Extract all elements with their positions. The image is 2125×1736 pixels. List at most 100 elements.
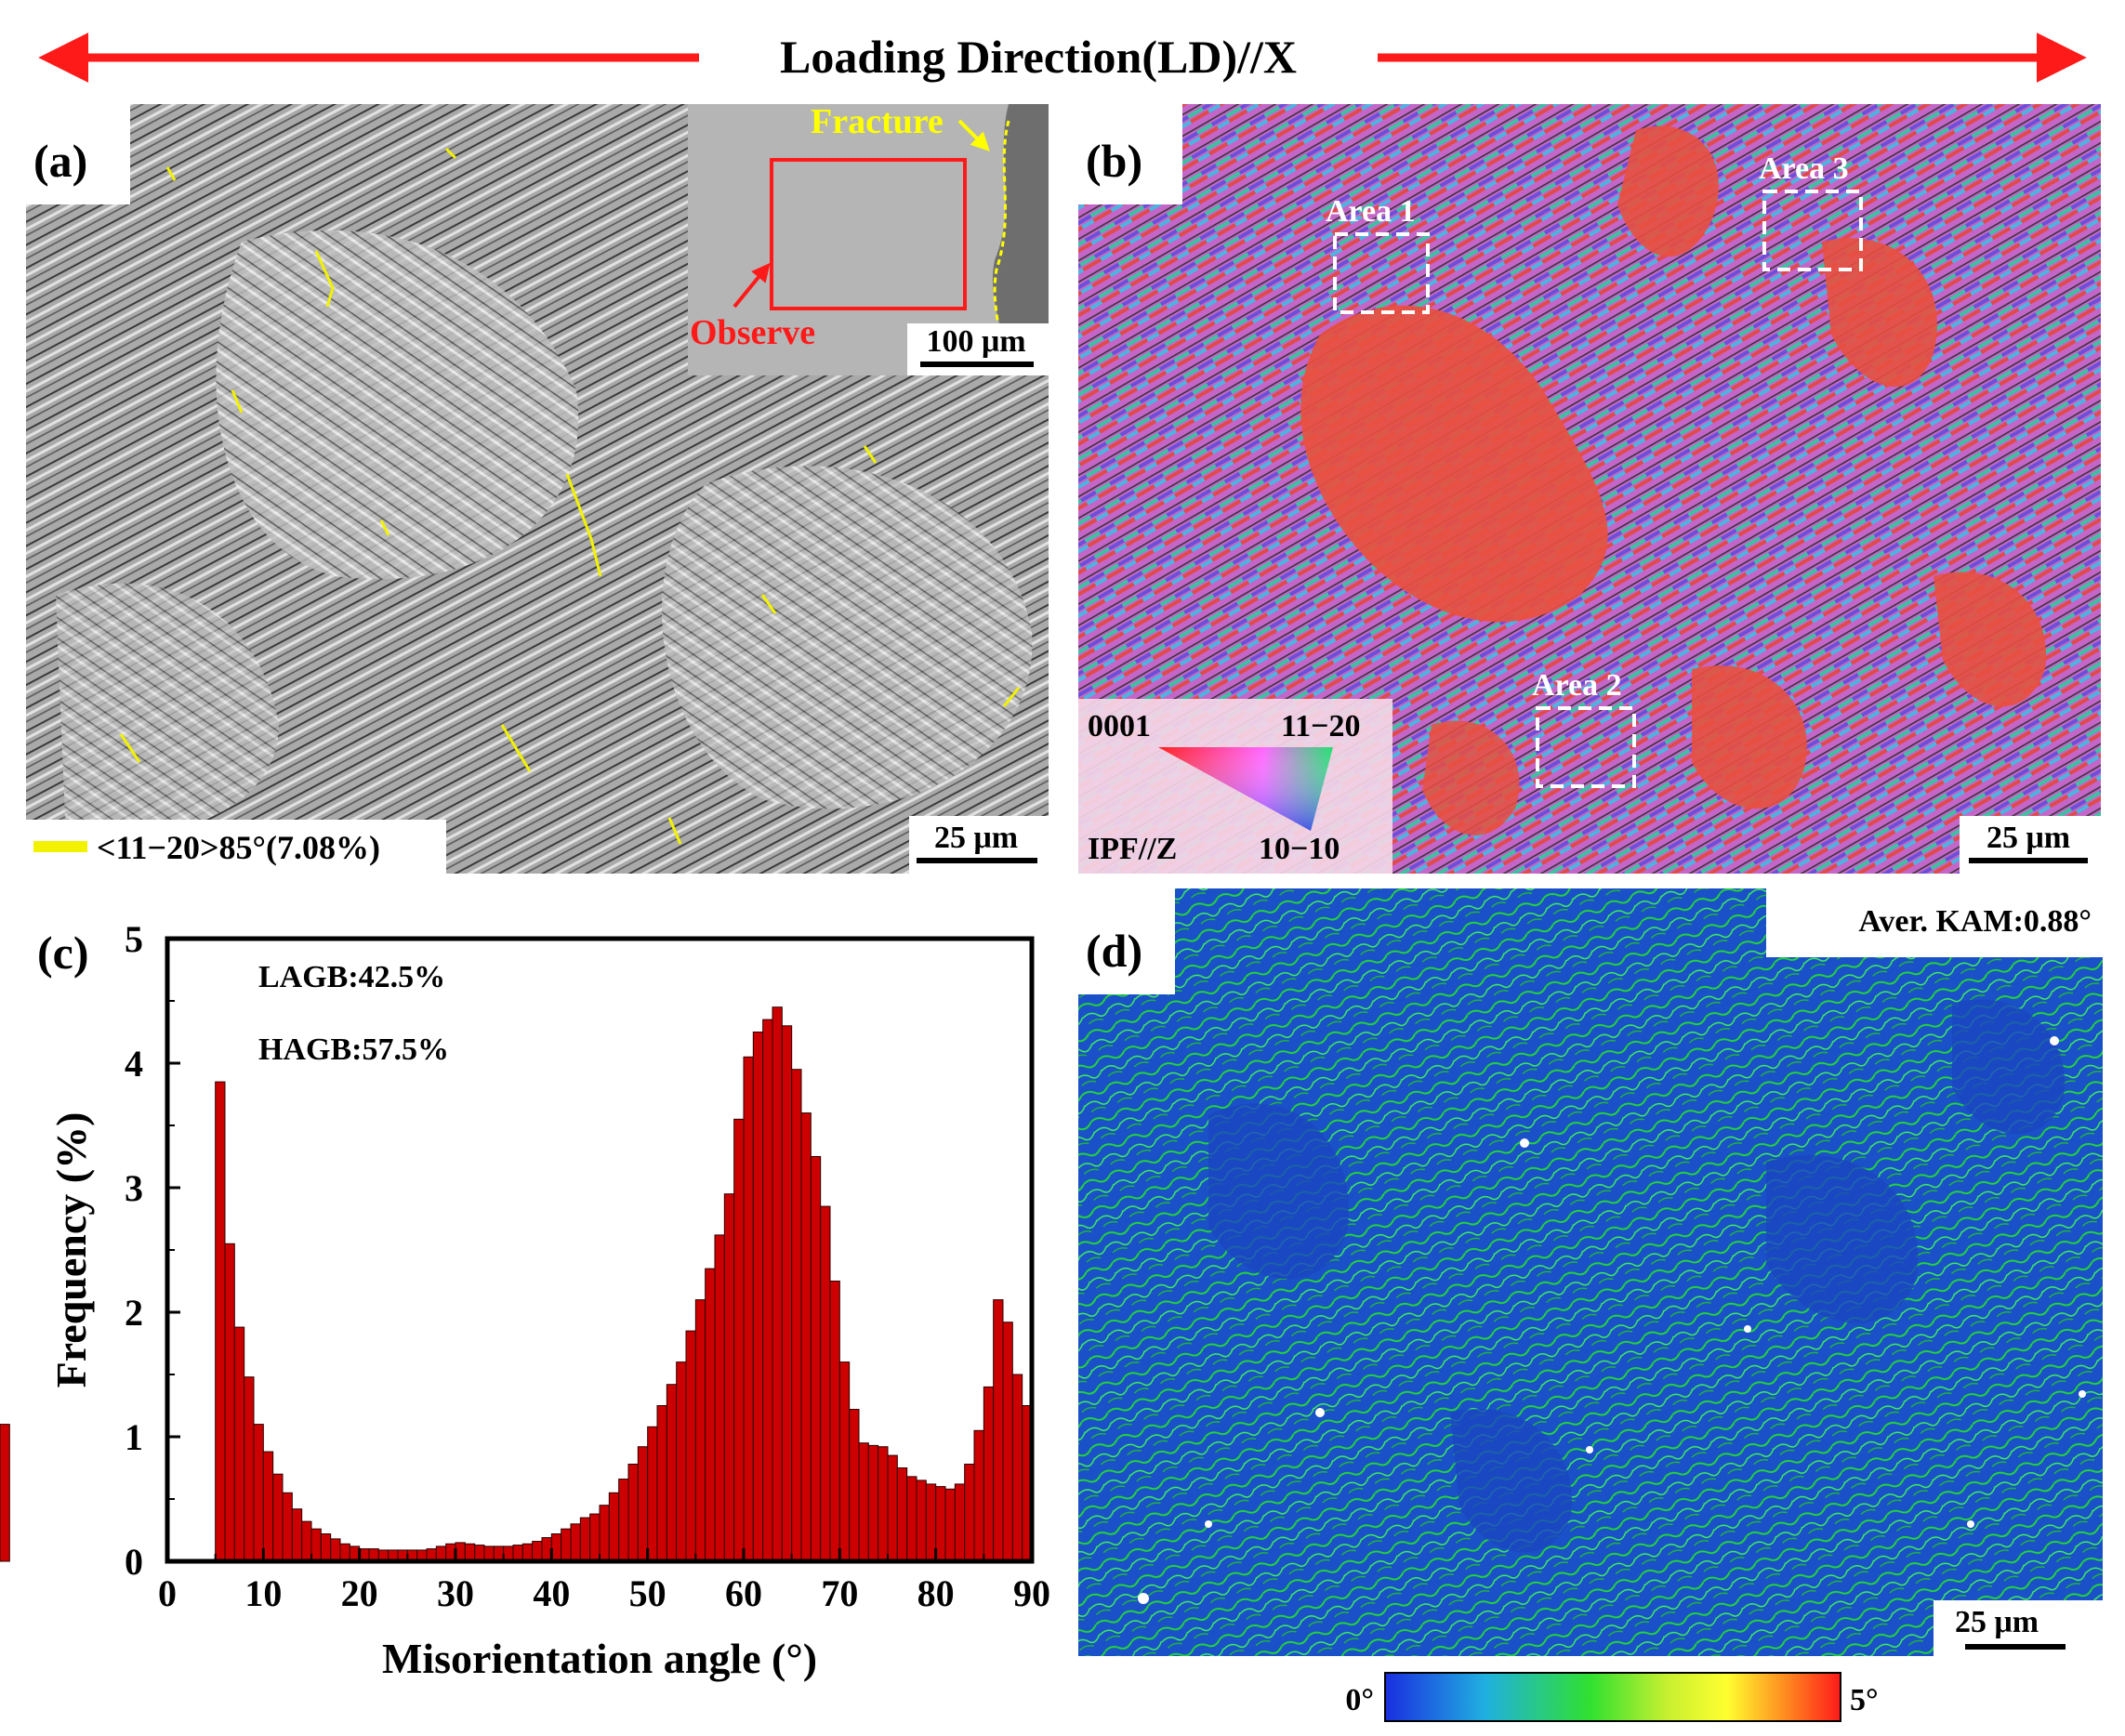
y-axis-label: Frequency (%) xyxy=(47,1112,95,1388)
panel-b-label: (b) xyxy=(1086,135,1142,187)
histogram-bar xyxy=(800,1112,812,1562)
kam-high-spots xyxy=(1138,926,2086,1604)
histogram-bar xyxy=(224,1243,235,1562)
histogram-bar xyxy=(599,1505,610,1562)
histogram-bar xyxy=(714,1234,725,1562)
histogram-bar xyxy=(705,1268,716,1562)
panel-a-scale-label: 25 μm xyxy=(934,821,1018,855)
histogram-bar xyxy=(820,1205,831,1562)
ipf-key-ipf-z: IPF//Z xyxy=(1088,832,1177,866)
kam-low-region xyxy=(1766,1154,1919,1323)
histogram-bar xyxy=(887,1454,898,1562)
x-tick-label: 80 xyxy=(917,1572,955,1614)
histogram-bar xyxy=(656,1405,667,1562)
area-1-label: Area 1 xyxy=(1326,194,1416,229)
x-tick-label: 90 xyxy=(1013,1572,1050,1614)
histogram-bar xyxy=(954,1483,966,1562)
y-tick-label: 3 xyxy=(125,1167,143,1209)
lagb-annotation: LAGB:42.5% xyxy=(258,960,445,994)
histogram-bar xyxy=(781,1025,793,1562)
histogram-bar xyxy=(647,1426,658,1562)
histogram-bar xyxy=(445,1543,456,1562)
histogram-bar xyxy=(262,1451,274,1562)
histogram-bar xyxy=(1002,1322,1013,1562)
panel-a-grain-region xyxy=(662,466,1033,809)
histogram-bar xyxy=(916,1480,927,1562)
histogram-bar xyxy=(849,1409,860,1562)
panel-b-scale-bg xyxy=(1960,816,2101,874)
histogram-bar xyxy=(532,1541,543,1562)
observe-region xyxy=(770,158,967,310)
histogram-bar xyxy=(964,1463,975,1562)
kam-low-region xyxy=(1208,1103,1349,1280)
x-tick-label: 30 xyxy=(437,1572,474,1614)
area-2-label: Area 2 xyxy=(1532,668,1622,703)
histogram-bar xyxy=(282,1492,293,1562)
panel-a-legend-bg xyxy=(26,820,446,874)
ipf-key-10-10: 10−10 xyxy=(1259,832,1340,866)
twin-boundary-markers xyxy=(119,147,1021,845)
area-3-box: Area 3 xyxy=(1759,151,1863,271)
y-tick-label: 4 xyxy=(125,1043,143,1085)
histogram-bar xyxy=(973,1429,984,1562)
kam-low-region xyxy=(1952,999,2066,1135)
inset-scale-label: 100 μm xyxy=(926,324,1025,359)
panel-d-kam-map xyxy=(1078,888,2103,1656)
histogram-bar xyxy=(878,1446,889,1562)
x-tick-label: 40 xyxy=(533,1572,570,1614)
x-tick-label: 60 xyxy=(725,1572,762,1614)
histogram-bar xyxy=(829,1281,840,1562)
histogram-bar xyxy=(589,1513,601,1562)
histogram-bar xyxy=(618,1479,629,1562)
hagb-annotation: HAGB:57.5% xyxy=(258,1032,449,1067)
histogram-bar xyxy=(570,1523,581,1562)
histogram-bar xyxy=(0,1424,10,1562)
histogram-bar xyxy=(944,1488,956,1562)
histogram-bar xyxy=(867,1444,879,1562)
ipf-key-0001: 0001 xyxy=(1088,709,1151,743)
histogram-bar xyxy=(752,1032,764,1562)
y-tick-label: 5 xyxy=(125,918,143,960)
panel-b-label-bg xyxy=(1078,104,1182,204)
histogram-bar xyxy=(666,1384,678,1562)
panel-b-scale-label: 25 μm xyxy=(1986,821,2070,855)
header-text: Loading Direction(LD)//X xyxy=(780,31,1297,83)
histogram-bar xyxy=(1011,1374,1023,1562)
histogram-bar xyxy=(838,1361,851,1562)
panel-d-scale-label: 25 μm xyxy=(1955,1605,2039,1639)
area-1-box: Area 1 xyxy=(1326,194,1430,314)
y-tick-label: 0 xyxy=(125,1541,143,1583)
histogram-bar xyxy=(685,1330,696,1562)
histogram-bar xyxy=(743,1056,754,1562)
panel-c-label: (c) xyxy=(37,927,89,979)
y-tick-label: 2 xyxy=(125,1292,143,1334)
histogram-bar xyxy=(983,1386,995,1562)
histogram-bar xyxy=(474,1545,485,1562)
histogram-bar xyxy=(215,1081,226,1562)
histogram-bar xyxy=(772,1006,783,1562)
red-grain-region xyxy=(1934,572,2047,707)
observe-label: Observe xyxy=(690,313,815,352)
histogram-bar xyxy=(455,1542,466,1562)
histogram-bar xyxy=(810,1156,822,1562)
misorientation-histogram: 0 10 20 30 40 50 60 70 80 90 0 1 2 3 4 5 Misorientation … xyxy=(0,918,1050,1682)
histogram-bar xyxy=(330,1538,341,1562)
histogram-bar xyxy=(723,1193,735,1562)
panel-a-grain-region xyxy=(216,230,579,580)
histogram-bar xyxy=(541,1537,552,1562)
histogram-bar xyxy=(253,1424,264,1562)
red-grain-region xyxy=(1822,238,1937,388)
x-tick-label: 10 xyxy=(244,1572,282,1614)
panel-c: (c) 0 10 20 30 40 50 60 70 80 90 0 1 2 3 4 5 Misorientat… xyxy=(0,918,1050,1682)
histogram-bar xyxy=(896,1467,908,1562)
histogram-bar xyxy=(694,1299,706,1562)
x-tick-label: 50 xyxy=(629,1572,667,1614)
histogram-bar xyxy=(579,1517,591,1562)
x-tick-label: 20 xyxy=(341,1572,378,1614)
x-axis-label: Misorientation angle (°) xyxy=(382,1635,817,1682)
histogram-bar xyxy=(906,1476,917,1562)
fracture-inset: Fracture Observe 100 μm xyxy=(688,102,1049,375)
panel-a: (a) Fracture Observe 100 μm <11−20>85°(7… xyxy=(26,102,1049,874)
ipf-color-key: 0001 11−20 IPF//Z 10−10 xyxy=(1078,699,1392,874)
